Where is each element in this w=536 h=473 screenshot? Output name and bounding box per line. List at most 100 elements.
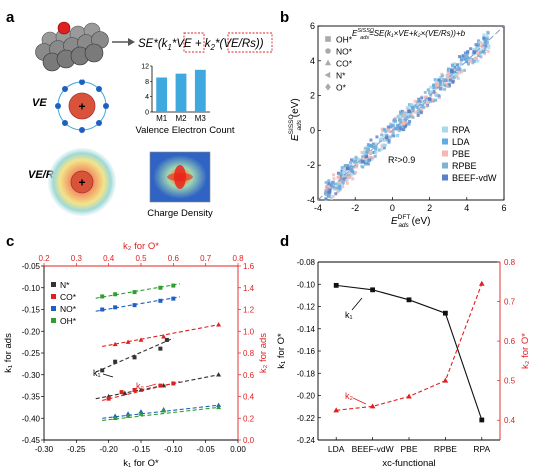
data-point <box>403 120 407 124</box>
y-tick-label: -0.14 <box>297 325 316 334</box>
x-tick-label: -0.25 <box>67 445 86 454</box>
legend-swatch <box>442 162 448 169</box>
data-point <box>444 82 448 86</box>
valence-electron-atom-icon: + e <box>55 75 109 133</box>
charge-density-map-icon <box>149 151 211 203</box>
x2-tick-label: 0.2 <box>38 254 50 263</box>
panel-a: a SE*(k1*VE + k2*(VE/Rs)) <box>6 9 273 219</box>
x-tick-label: PBE <box>400 444 417 454</box>
k2-arrow <box>145 383 157 388</box>
data-point <box>344 164 348 168</box>
data-point <box>407 105 411 109</box>
data-point <box>357 158 361 162</box>
y2-tick-label: 1.6 <box>243 262 255 271</box>
x2-axis-label: k₂ for O* <box>123 241 159 252</box>
x2-tick-label: 0.3 <box>71 254 83 263</box>
data-point <box>413 110 417 114</box>
k2-point <box>216 322 222 327</box>
k2-point <box>161 334 167 339</box>
data-point <box>350 173 354 177</box>
vers-highlight-box <box>227 32 273 53</box>
r2-label: R²>0.9 <box>388 155 415 165</box>
data-point <box>354 170 358 174</box>
data-point <box>451 65 455 69</box>
k1-point <box>171 381 176 386</box>
data-point <box>332 173 336 177</box>
series-rpa <box>342 46 480 174</box>
data-point <box>360 150 364 154</box>
data-point <box>369 138 373 142</box>
y2-tick-label: 0.2 <box>243 414 255 423</box>
data-point <box>419 109 423 113</box>
data-point <box>339 172 343 176</box>
y2-tick-label: 0.7 <box>504 298 516 307</box>
panel-b: b -4 -2 0 2 4 6 -4 -2 0 2 4 6 ESISSO ads=SE(k₁×VE+k₂×… <box>280 9 507 229</box>
data-point <box>349 160 353 164</box>
adsorbate-label: OH* <box>336 35 353 45</box>
k1-point <box>171 296 176 301</box>
series-k1 <box>333 282 485 423</box>
data-point <box>324 192 328 196</box>
data-point <box>327 195 331 199</box>
data-point <box>362 156 367 161</box>
k1-fit-line <box>95 296 180 312</box>
data-point <box>366 144 370 148</box>
y-tick-label: 0 <box>310 125 315 135</box>
data-point <box>398 118 402 122</box>
k1-point <box>113 305 118 310</box>
data-point <box>408 114 412 118</box>
y2-tick-label: 0.8 <box>243 349 255 358</box>
data-point <box>427 97 432 101</box>
data-point <box>385 138 389 142</box>
data-point <box>389 125 393 129</box>
y-tick-label: -2 <box>307 160 315 170</box>
mini-bar-m1 <box>156 77 168 112</box>
data-point <box>442 78 447 82</box>
data-point <box>481 42 485 46</box>
data-point <box>363 146 367 150</box>
data-point <box>480 48 484 52</box>
data-point <box>368 151 372 155</box>
series-n <box>95 337 222 400</box>
data-point <box>428 99 432 103</box>
data-point <box>408 119 412 123</box>
data-point <box>331 180 335 185</box>
k2-fit-line <box>102 404 219 419</box>
k2-point <box>138 411 144 416</box>
k1-point <box>100 307 105 312</box>
y-tick-label: -0.25 <box>22 349 41 358</box>
data-point <box>336 175 341 180</box>
mini-y-tick-label: 12 <box>141 64 149 71</box>
y2-tick-label: 1.2 <box>243 306 255 315</box>
data-point <box>453 70 457 74</box>
data-point <box>374 151 378 155</box>
y2-axis-label: k₂ for ads <box>258 333 269 373</box>
parity-line <box>317 25 505 201</box>
data-point <box>463 51 467 55</box>
adsorbate-label: NO* <box>336 47 353 57</box>
data-point <box>355 165 359 169</box>
y2-tick-label: 0.4 <box>243 393 255 402</box>
correlation-chart: -0.30 -0.25 -0.20 -0.15 -0.10 -0.05 0.00-0.45-… <box>3 241 269 469</box>
data-point <box>345 181 349 185</box>
data-point <box>396 134 400 138</box>
k1-fit-line <box>102 381 180 401</box>
data-point <box>371 156 375 160</box>
data-point <box>392 118 396 122</box>
data-point <box>391 132 395 136</box>
data-point <box>479 55 483 59</box>
adsorbate-marker <box>324 71 331 79</box>
y-tick-label: 4 <box>310 56 315 66</box>
panel-c: c -0.30 -0.25 -0.20 -0.15 -0.10 -0.05 0.00 -0.4… <box>3 233 269 469</box>
legend-swatch <box>51 318 56 323</box>
data-point <box>355 157 359 161</box>
panel-a-letter: a <box>6 9 15 26</box>
data-point <box>476 42 480 46</box>
y-tick-label: -0.40 <box>22 414 41 423</box>
data-point <box>476 59 480 63</box>
data-point <box>442 377 449 383</box>
legend-label: RPBE <box>452 161 477 171</box>
k1-point <box>132 355 137 360</box>
k1-point <box>100 368 105 373</box>
data-point <box>410 103 414 107</box>
